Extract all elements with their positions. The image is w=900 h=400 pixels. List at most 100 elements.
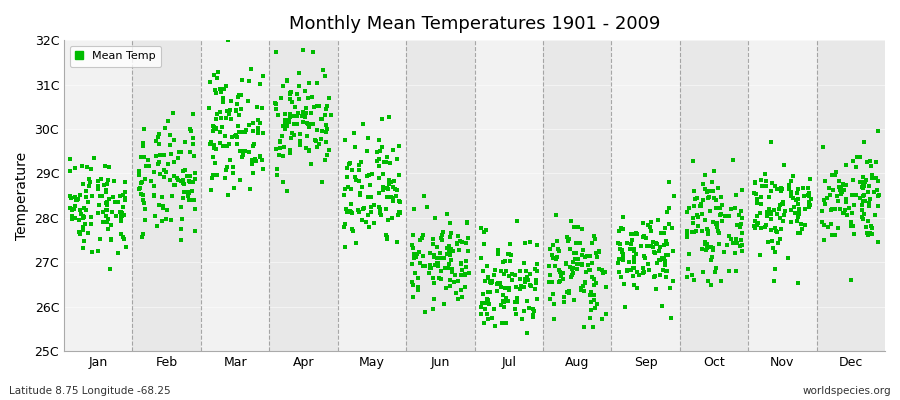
Point [734, 242, 748, 249]
Point [565, 266, 580, 272]
Point [315, 179, 329, 185]
Point [430, 260, 445, 266]
Point [571, 224, 585, 230]
Point [770, 240, 785, 246]
Point [662, 221, 676, 227]
Point [408, 270, 422, 276]
Point [712, 230, 726, 236]
Point [226, 164, 240, 170]
Point [237, 152, 251, 158]
Point [153, 170, 167, 177]
Point [373, 148, 387, 154]
Point [232, 112, 247, 118]
Point [101, 226, 115, 232]
Point [796, 185, 810, 191]
Point [166, 159, 181, 166]
Point [648, 273, 662, 279]
Point [855, 202, 869, 208]
Point [100, 219, 114, 225]
Point [349, 240, 364, 246]
Point [801, 190, 815, 196]
Point [474, 255, 489, 261]
Point [636, 252, 651, 259]
Point [530, 268, 544, 274]
Point [63, 192, 77, 199]
Point [488, 323, 502, 329]
Point [555, 276, 570, 282]
Point [635, 220, 650, 226]
Point [136, 192, 150, 198]
Point [828, 232, 842, 238]
Point [784, 218, 798, 225]
Point [81, 199, 95, 206]
Point [657, 256, 671, 263]
Point [838, 182, 852, 188]
Point [309, 138, 323, 144]
Point [183, 126, 197, 132]
Point [454, 272, 469, 278]
Point [686, 158, 700, 164]
Point [587, 276, 601, 282]
Point [840, 212, 854, 218]
Point [314, 128, 328, 135]
Point [275, 83, 290, 90]
Point [529, 280, 544, 287]
Point [834, 190, 849, 196]
Point [234, 92, 248, 98]
Point [824, 207, 839, 214]
Point [443, 250, 457, 257]
Point [302, 147, 317, 153]
Point [616, 280, 631, 287]
Point [706, 195, 721, 201]
Point [659, 268, 673, 274]
Point [748, 178, 762, 185]
Point [846, 223, 860, 229]
Point [642, 266, 656, 273]
Point [689, 195, 704, 202]
Point [753, 252, 768, 258]
Point [493, 284, 508, 290]
Point [658, 262, 672, 268]
Point [769, 183, 783, 189]
Point [832, 183, 847, 190]
Point [296, 119, 310, 125]
Point [114, 209, 129, 215]
Point [487, 272, 501, 278]
Point [734, 230, 749, 236]
Point [458, 272, 473, 278]
Point [863, 230, 878, 236]
Point [374, 212, 388, 219]
Point [104, 222, 119, 228]
Point [346, 130, 361, 136]
Point [830, 192, 844, 199]
Point [278, 111, 293, 117]
Point [794, 221, 808, 228]
Point [407, 251, 421, 257]
Point [157, 152, 171, 158]
Point [442, 246, 456, 253]
Point [777, 162, 791, 168]
Point [134, 180, 148, 186]
Point [566, 250, 580, 256]
Point [99, 200, 113, 206]
Point [256, 166, 270, 172]
Point [118, 195, 132, 202]
Point [484, 280, 499, 286]
Point [791, 214, 806, 220]
Point [166, 182, 181, 189]
Point [767, 206, 781, 213]
Point [545, 242, 560, 248]
Point [686, 158, 700, 164]
Point [220, 142, 234, 149]
Point [616, 251, 630, 257]
Point [655, 303, 670, 309]
Point [753, 224, 768, 231]
Point [734, 242, 749, 248]
Point [295, 113, 310, 119]
Point [275, 179, 290, 185]
Point [364, 194, 378, 200]
Point [651, 217, 665, 224]
Point [341, 184, 356, 190]
Point [748, 180, 762, 186]
Point [733, 212, 747, 218]
